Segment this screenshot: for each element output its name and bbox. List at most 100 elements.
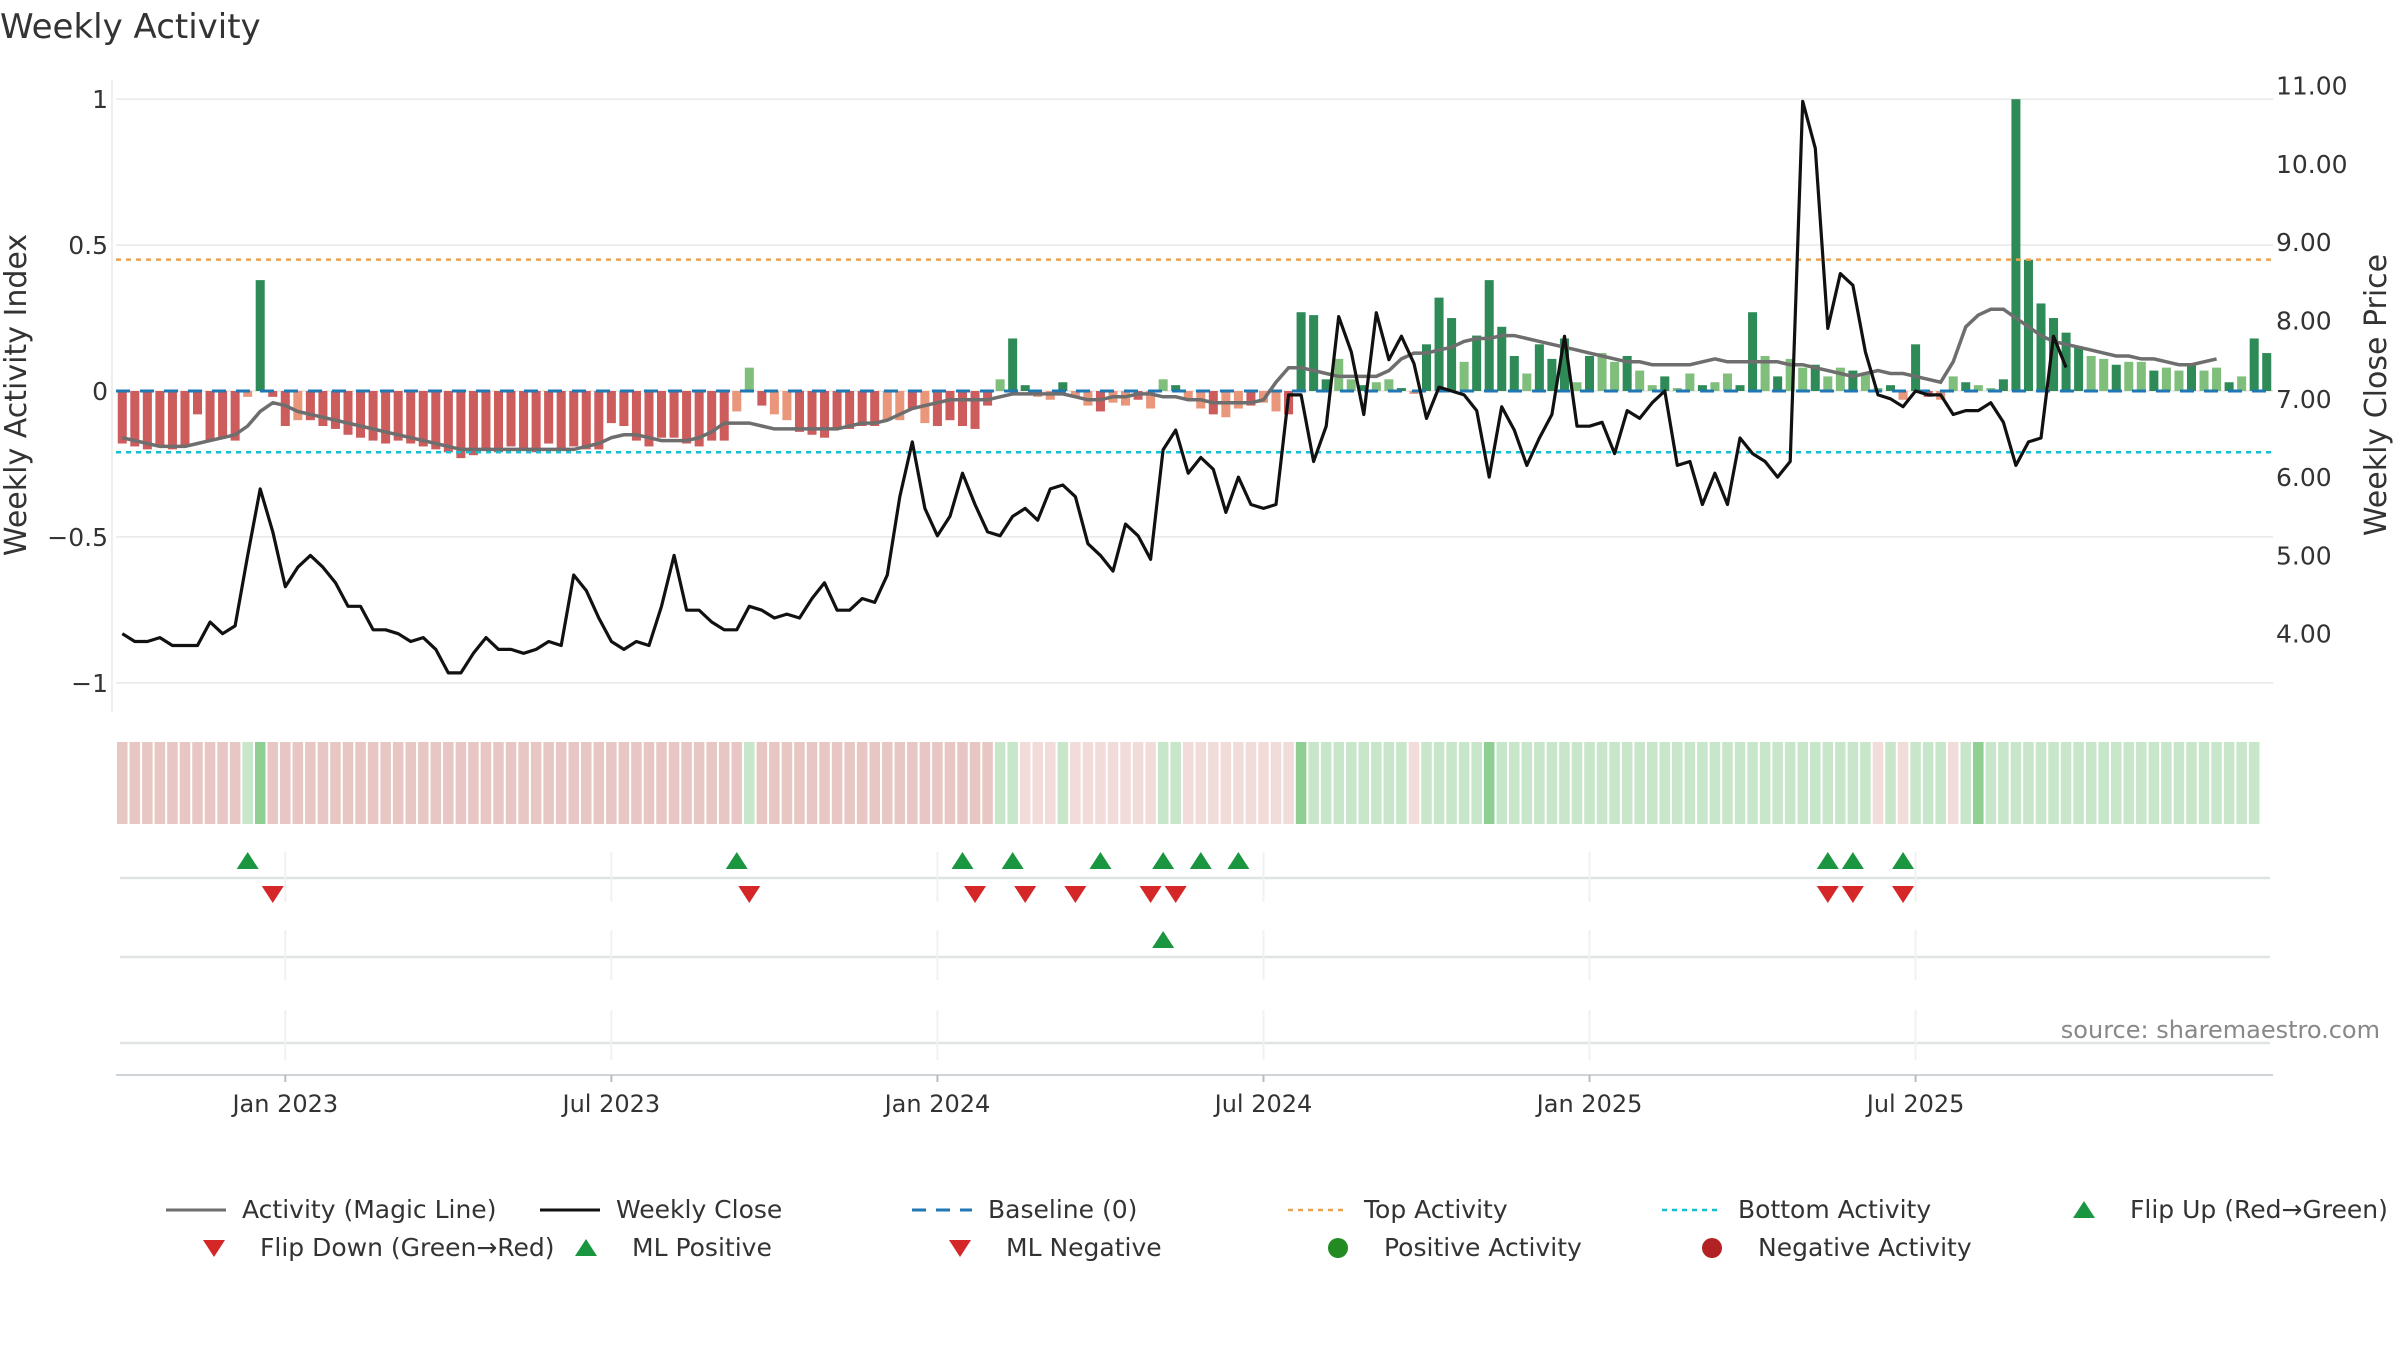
activity-strip-cell — [581, 742, 592, 824]
activity-strip-cell — [2198, 742, 2210, 824]
activity-bar — [368, 391, 378, 441]
legend-label: Top Activity — [1364, 1195, 1508, 1224]
ml-positive-marker — [1152, 931, 1175, 948]
activity-strip-cell — [2023, 742, 2034, 824]
legend-label: Flip Down (Green→Red) — [260, 1233, 555, 1262]
activity-bar — [1860, 373, 1870, 391]
activity-strip-cell — [1132, 742, 1144, 824]
activity-bars-layer — [117, 99, 2272, 459]
activity-strip-cell — [1333, 742, 1344, 824]
activity-strip-cell — [1032, 742, 1044, 824]
activity-strip-cell — [2186, 742, 2197, 824]
activity-bar — [845, 391, 855, 429]
activity-strip-cell — [2098, 742, 2109, 824]
y-tick-label: −1 — [71, 669, 108, 698]
activity-strip-cell — [1320, 742, 1332, 824]
line-dashed-blue-icon — [912, 1208, 972, 1211]
activity-bar — [293, 391, 303, 421]
activity-strip-cell — [267, 742, 279, 824]
activity-strip-cell — [555, 742, 567, 824]
activity-strip-cell — [1534, 742, 1545, 824]
y-right-tick-label: 10.00 — [2276, 150, 2348, 179]
legend-label: Weekly Close — [616, 1195, 783, 1224]
activity-strip-cell — [2123, 742, 2135, 824]
activity-bar — [1459, 361, 1469, 391]
activity-strip-cell — [455, 742, 467, 824]
activity-strip-cell — [1922, 742, 1934, 824]
activity-bar — [957, 391, 968, 427]
activity-bar — [644, 391, 654, 447]
flip-up-marker — [236, 852, 259, 869]
activity-bar — [807, 391, 817, 435]
activity-bar — [1973, 385, 1983, 391]
activity-bar — [1509, 355, 1519, 391]
activity-bar — [456, 391, 466, 459]
activity-strip-cell — [1521, 742, 1533, 824]
activity-strip-cell — [2085, 742, 2097, 824]
activity-bar — [443, 391, 453, 453]
activity-bar — [1296, 312, 1306, 391]
activity-strip-cell — [443, 742, 454, 824]
activity-bar — [1271, 391, 1281, 412]
activity-strip-cell — [944, 742, 956, 824]
activity-strip-cell — [1646, 742, 1658, 824]
activity-bar — [732, 391, 742, 412]
activity-bar — [318, 391, 328, 427]
flip-up-marker — [725, 852, 748, 869]
activity-bar — [1346, 379, 1356, 391]
activity-strip-cell — [229, 742, 241, 824]
activity-strip-cell — [167, 742, 178, 824]
circle-green-icon — [1328, 1237, 1348, 1258]
activity-bar — [707, 391, 717, 441]
activity-strip-cell — [756, 742, 768, 824]
activity-bar — [1572, 382, 1582, 391]
activity-bar — [719, 391, 729, 441]
activity-bar — [180, 391, 190, 447]
activity-strip-cell — [1747, 742, 1758, 824]
activity-bar — [769, 391, 779, 415]
activity-bar — [1146, 391, 1156, 409]
activity-strip-cell — [1960, 742, 1972, 824]
activity-strip-cell — [1245, 742, 1257, 824]
activity-strip-cell — [643, 742, 655, 824]
activity-strip-cell — [1358, 742, 1370, 824]
activity-strip-cell — [1433, 742, 1445, 824]
activity-strip-cell — [1835, 742, 1846, 824]
triangle-down-red-icon — [203, 1239, 225, 1257]
activity-strip-cell — [1208, 742, 1219, 824]
activity-strip-cell — [1784, 742, 1796, 824]
activity-bar — [1534, 344, 1544, 391]
activity-bar — [794, 391, 804, 432]
activity-bar — [1760, 355, 1770, 391]
activity-strip-cell — [2211, 742, 2222, 824]
activity-bar — [230, 391, 240, 441]
activity-strip-cell — [1408, 742, 1420, 824]
activity-strip-cell — [392, 742, 404, 824]
activity-bar — [192, 391, 203, 415]
activity-bar — [2212, 367, 2222, 391]
activity-bar — [1785, 358, 1795, 391]
activity-bar — [255, 280, 265, 391]
activity-bar — [569, 391, 579, 447]
activity-bar — [493, 391, 504, 453]
activity-strip-cell — [1709, 742, 1721, 824]
activity-strip-cell — [1722, 742, 1733, 824]
activity-strip-cell — [1483, 742, 1495, 824]
activity-strip-cell — [806, 742, 818, 824]
activity-strip-cell — [1195, 742, 1207, 824]
legend-item-flipup: Flip Up (Red→Green) — [2054, 1195, 2388, 1224]
activity-strip-cell — [1596, 742, 1608, 824]
flip-down-marker — [738, 886, 761, 903]
flip-down-marker — [1064, 886, 1087, 903]
source-label: source: sharemaestro.com — [2061, 1016, 2380, 1044]
activity-bar — [1058, 382, 1068, 391]
magic-line-series — [121, 307, 2217, 452]
activity-strip-cell — [292, 742, 304, 824]
flip-up-marker — [1892, 852, 1915, 869]
y-tick-label: 0 — [92, 377, 108, 406]
x-tick-label: Jul 2024 — [1213, 1090, 1313, 1118]
activity-strip-cell — [142, 742, 153, 824]
y-right-tick-label: 8.00 — [2276, 307, 2332, 336]
activity-bar — [1384, 379, 1394, 391]
activity-bar — [2061, 332, 2071, 391]
